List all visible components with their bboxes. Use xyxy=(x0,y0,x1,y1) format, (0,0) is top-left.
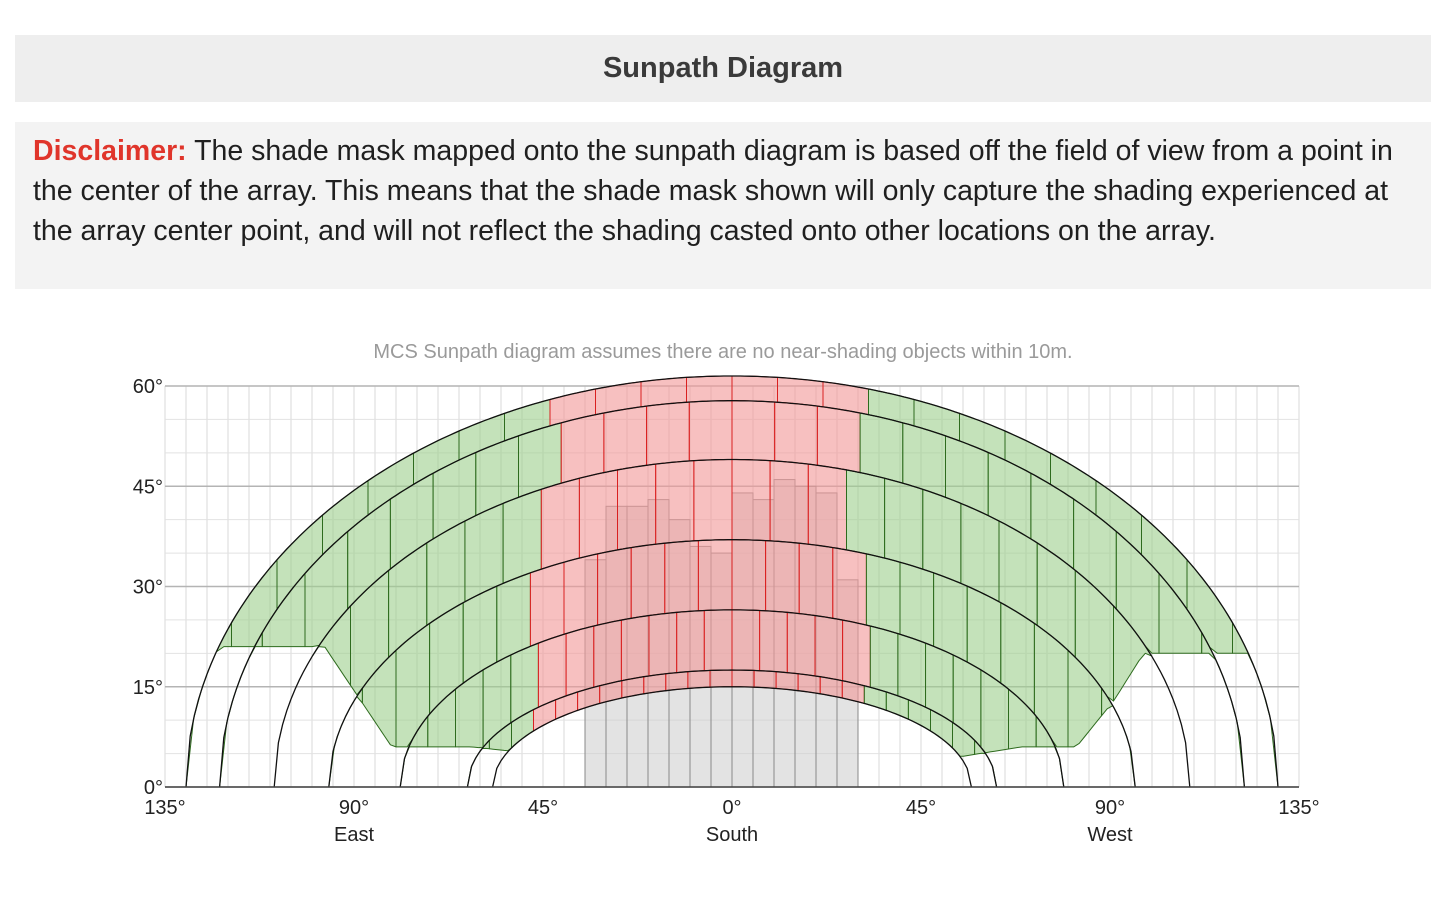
clear-segment xyxy=(922,488,962,584)
disclaimer-text: The shade mask mapped onto the sunpath d… xyxy=(33,135,1393,247)
x-tick-label: 45° xyxy=(906,797,936,819)
shaded-segment xyxy=(655,460,695,545)
disclaimer-box: Disclaimer: The shade mask mapped onto t… xyxy=(15,122,1431,289)
shaded-segment xyxy=(597,547,632,626)
clear-segment xyxy=(897,633,927,708)
clear-segment xyxy=(1232,622,1279,788)
shaded-segment xyxy=(664,540,699,615)
chart-axes: 0° 15° 30° 45° 60° 135° 90° East 45° 0° South 45° 90… xyxy=(133,376,1320,846)
shaded-segment xyxy=(565,625,595,697)
shaded-segment xyxy=(786,611,816,677)
shaded-segment xyxy=(693,459,733,542)
chart-subtitle: MCS Sunpath diagram assumes there are no… xyxy=(373,341,1072,363)
shaded-segment xyxy=(646,401,690,466)
shaded-segment xyxy=(617,463,657,551)
clear-segment xyxy=(185,622,232,788)
shaded-segment xyxy=(731,539,767,612)
y-tick-label: 0° xyxy=(144,777,163,799)
shaded-segment xyxy=(709,669,733,688)
shaded-segment xyxy=(620,615,650,682)
shaded-segment xyxy=(731,400,776,462)
shaded-segment xyxy=(676,610,705,674)
shaded-segment xyxy=(842,619,871,688)
clear-segment xyxy=(328,687,363,788)
shaded-segment xyxy=(648,611,678,677)
shaded-segment xyxy=(816,405,861,474)
clear-segment xyxy=(219,632,263,788)
shaded-segment xyxy=(703,609,733,672)
shaded-segment xyxy=(731,669,755,688)
y-tick-label: 60° xyxy=(133,376,163,398)
y-tick-label: 30° xyxy=(133,577,163,599)
x-tick-label: 0° xyxy=(722,797,741,819)
shaded-segment xyxy=(560,412,605,484)
shaded-segment xyxy=(765,540,800,615)
clear-segment xyxy=(899,561,935,647)
sun-path-line xyxy=(185,375,1279,788)
clear-segment xyxy=(846,469,886,559)
y-tick-label: 45° xyxy=(133,476,163,498)
shaded-segment xyxy=(630,542,666,619)
shaded-segment xyxy=(540,477,580,570)
sun-path-line xyxy=(328,539,1136,788)
shaded-segment xyxy=(529,561,565,647)
shaded-segment xyxy=(687,669,711,689)
x-tick-label: 90° xyxy=(1095,797,1125,819)
shaded-segment xyxy=(603,405,648,474)
clear-segment xyxy=(502,488,542,584)
shaded-segment xyxy=(759,610,788,674)
x-tick-label: 135° xyxy=(144,797,185,819)
shaded-segment xyxy=(731,609,761,672)
shaded-segment xyxy=(665,671,689,692)
x-tick-label: 90° xyxy=(339,797,369,819)
shaded-segment xyxy=(731,459,771,542)
sun-path-line xyxy=(491,686,973,788)
shaded-segment xyxy=(697,539,733,612)
sun-path-line xyxy=(218,400,1246,788)
clear-segment xyxy=(884,477,924,570)
shaded-segment xyxy=(798,542,834,619)
header-bar: Sunpath Diagram xyxy=(15,35,1431,102)
shaded-segment xyxy=(563,553,599,635)
clear-segment xyxy=(1201,632,1245,788)
shaded-segment xyxy=(593,619,622,688)
sun-path-line xyxy=(399,609,1065,788)
shaded-segment xyxy=(807,463,847,551)
clear-segment xyxy=(865,553,901,635)
clear-segment xyxy=(859,412,904,484)
page-title: Sunpath Diagram xyxy=(602,52,844,84)
clear-segment xyxy=(1101,687,1136,788)
x-direction-label: West xyxy=(1087,824,1133,846)
y-tick-label: 15° xyxy=(133,677,163,699)
sun-path-line xyxy=(273,458,1191,788)
shaded-segment xyxy=(731,375,778,403)
shaded-segment xyxy=(686,375,733,403)
shaded-segment xyxy=(814,615,844,682)
sun-path-line xyxy=(466,669,998,788)
sunpath-chart: MCS Sunpath diagram assumes there are no… xyxy=(133,341,1320,846)
shaded-segment xyxy=(537,633,567,708)
shaded-segment xyxy=(832,547,867,626)
x-direction-label: South xyxy=(706,824,758,846)
shaded-segment xyxy=(775,671,799,692)
disclaimer-label: Disclaimer: xyxy=(33,135,187,167)
x-direction-label: East xyxy=(334,824,374,846)
shaded-segment xyxy=(578,469,618,559)
x-tick-label: 135° xyxy=(1278,797,1319,819)
shaded-segment xyxy=(688,400,733,462)
sun-path-lines xyxy=(185,375,1279,788)
x-tick-label: 45° xyxy=(528,797,558,819)
clear-segment xyxy=(869,625,899,697)
shaded-segment xyxy=(753,669,777,689)
shaded-segment xyxy=(769,460,809,545)
shaded-segment xyxy=(774,401,818,466)
